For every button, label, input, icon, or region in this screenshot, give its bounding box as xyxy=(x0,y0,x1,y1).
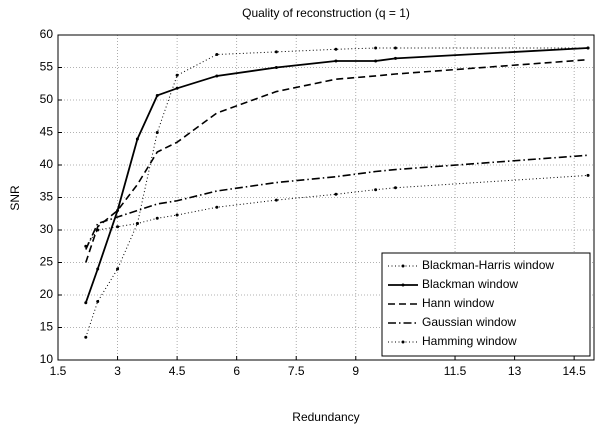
legend-marker xyxy=(401,283,405,287)
y-tick-label: 20 xyxy=(40,287,54,301)
point xyxy=(393,46,397,50)
point xyxy=(155,131,159,134)
y-tick-label: 40 xyxy=(40,157,54,171)
point xyxy=(116,225,120,229)
legend-label: Gaussian window xyxy=(422,315,516,329)
point xyxy=(84,301,88,305)
chart-title: Quality of reconstruction (q = 1) xyxy=(242,6,410,20)
point xyxy=(116,267,120,271)
point xyxy=(96,300,100,303)
y-tick-label: 55 xyxy=(40,60,54,74)
point xyxy=(334,59,338,63)
point xyxy=(135,222,139,225)
point xyxy=(334,47,338,51)
point xyxy=(175,73,179,77)
point xyxy=(215,53,219,56)
y-axis-label: SNR xyxy=(8,185,22,211)
x-axis-label: Redundancy xyxy=(292,410,359,424)
point xyxy=(175,86,179,90)
legend-label: Blackman window xyxy=(422,277,518,291)
legend-marker xyxy=(401,264,405,268)
point xyxy=(274,50,278,54)
point xyxy=(274,66,278,69)
point xyxy=(84,335,88,339)
point xyxy=(175,213,179,217)
x-tick-label: 3 xyxy=(114,364,121,378)
point xyxy=(96,228,100,232)
x-tick-label: 6 xyxy=(233,364,240,378)
y-tick-label: 15 xyxy=(40,320,54,334)
x-tick-label: 13 xyxy=(508,364,522,378)
legend-marker xyxy=(401,340,405,344)
point xyxy=(374,188,378,192)
point xyxy=(116,209,120,212)
y-tick-label: 30 xyxy=(40,222,54,236)
y-tick-label: 50 xyxy=(40,92,54,106)
x-tick-label: 7.5 xyxy=(288,364,305,378)
x-tick-label: 1.5 xyxy=(50,364,67,378)
point xyxy=(155,93,159,97)
y-tick-label: 10 xyxy=(40,352,54,366)
series-line xyxy=(85,58,589,263)
x-tick-label: 11.5 xyxy=(444,364,467,378)
point xyxy=(374,59,378,63)
point xyxy=(96,267,100,271)
x-tick-label: 9 xyxy=(352,364,359,378)
series-line xyxy=(85,47,589,338)
legend-label: Blackman-Harris window xyxy=(422,258,554,272)
point xyxy=(393,56,397,60)
point xyxy=(586,173,590,177)
series-line xyxy=(85,154,589,250)
point xyxy=(586,46,590,50)
point xyxy=(215,205,219,209)
y-tick-label: 60 xyxy=(40,27,54,41)
legend-label: Hamming window xyxy=(422,334,517,348)
point xyxy=(215,74,219,78)
x-tick-label: 14.5 xyxy=(562,364,586,378)
y-tick-label: 35 xyxy=(40,190,54,204)
x-tick-label: 4.5 xyxy=(169,364,186,378)
y-tick-label: 45 xyxy=(40,125,54,139)
series-line xyxy=(84,47,589,304)
plot-frame xyxy=(57,34,595,361)
point xyxy=(274,198,278,202)
point xyxy=(393,186,397,190)
series-line xyxy=(85,174,589,247)
point xyxy=(155,216,159,220)
point xyxy=(84,244,88,248)
point xyxy=(334,192,338,196)
legend: Blackman-Harris window Blackman window Han… xyxy=(381,252,591,357)
point xyxy=(374,46,378,50)
y-tick-label: 25 xyxy=(40,255,54,269)
point xyxy=(135,137,139,141)
legend-label: Hann window xyxy=(422,296,494,310)
